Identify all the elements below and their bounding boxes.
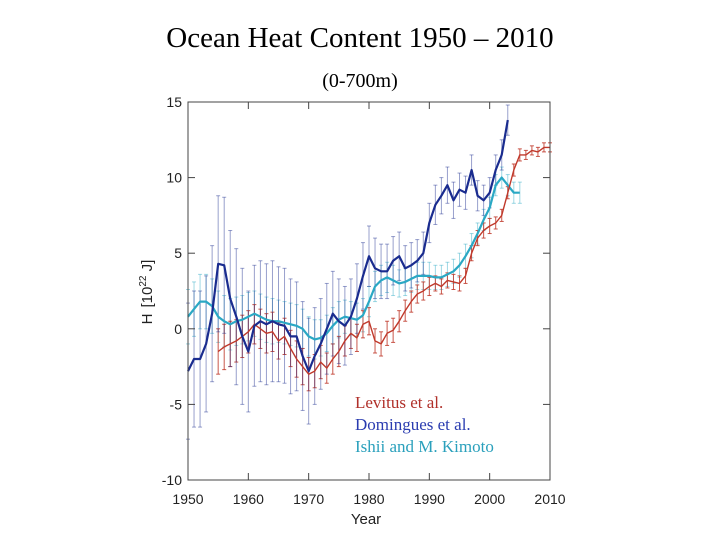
x-tick-label: 1990 [414,491,445,507]
x-tick-label: 1970 [293,491,324,507]
legend: Levitus et al. Domingues et al. Ishii an… [355,393,494,456]
y-axis-label-unit: [10 [139,287,156,308]
y-axis-label-unit-end: J] [139,260,156,276]
x-axis-label: Year [351,511,381,528]
y-axis-label-exponent: 22 [138,275,149,287]
legend-item-levitus: Levitus et al. [355,393,443,412]
page-title: Ocean Heat Content 1950 – 2010 [166,22,554,54]
y-axis-label-symbol: H [139,313,156,324]
y-tick-label: 5 [174,245,182,261]
x-tick-label: 2010 [534,491,565,507]
series-line-domingues [187,119,509,373]
y-tick-label: 10 [166,170,182,186]
y-tick-label: 15 [166,94,182,110]
y-tick-label: -10 [162,472,182,488]
x-tick-label: 1950 [172,491,203,507]
y-axis-label: H [1022 J] [138,260,156,325]
legend-item-ishii: Ishii and M. Kimoto [355,437,494,456]
y-tick-label: -5 [170,396,183,412]
x-tick-label: 2000 [474,491,505,507]
x-tick-label: 1960 [233,491,264,507]
chart-subtitle: (0-700m) [322,70,398,92]
legend-item-domingues: Domingues et al. [355,415,471,434]
x-tick-label: 1980 [353,491,384,507]
y-tick-label: 0 [174,321,182,337]
series-line-ishii [187,176,520,341]
series-line-levitus [217,146,550,375]
